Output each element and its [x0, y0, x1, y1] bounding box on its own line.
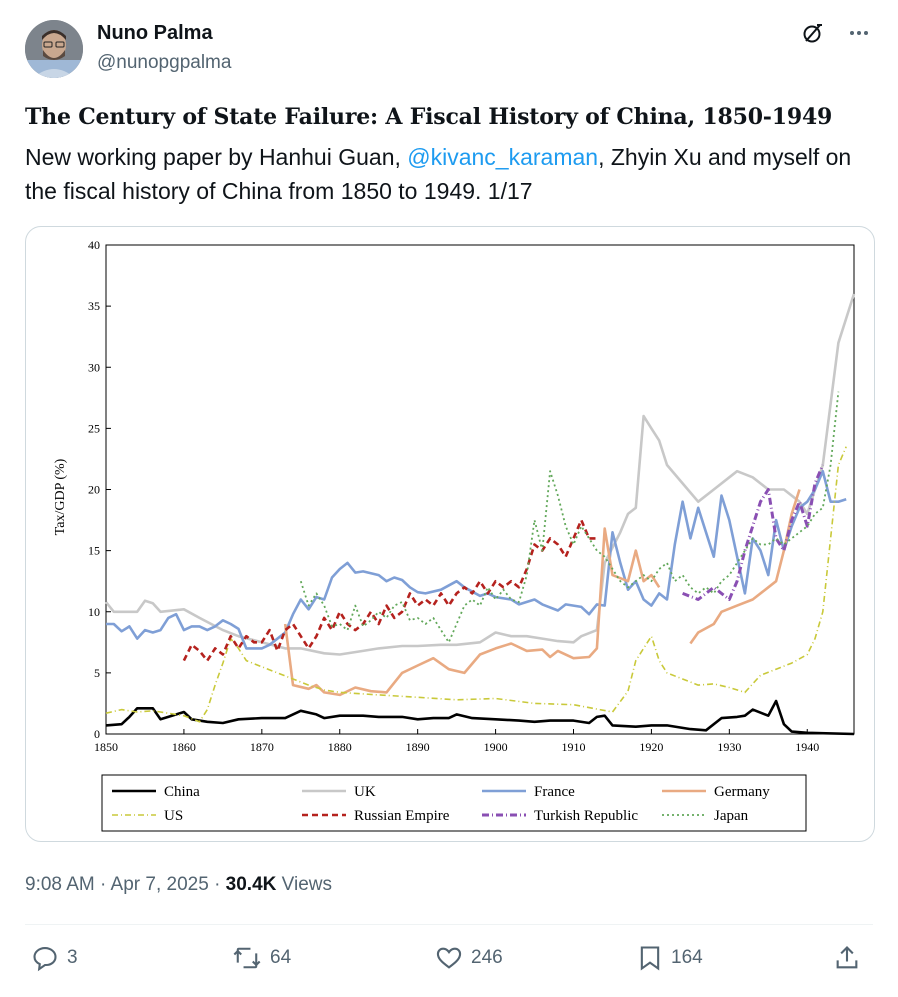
series-line-japan [299, 391, 840, 644]
author-name[interactable]: Nuno Palma [97, 22, 213, 44]
series-line-germany-late [689, 489, 801, 645]
series-line-turkish-republic [682, 464, 825, 601]
like-icon [436, 947, 462, 969]
author-handle[interactable]: @nunopgpalma [97, 52, 232, 73]
x-tick-label: 1930 [717, 740, 741, 754]
share-button[interactable] [833, 944, 861, 972]
plot-frame [105, 244, 855, 735]
series-line-china [105, 699, 855, 736]
tweet-body: New working paper by Hanhui Guan, @kivan… [25, 140, 875, 208]
legend-label: UK [354, 784, 376, 800]
views-label: Views [276, 874, 332, 895]
legend-label: US [164, 808, 183, 824]
action-bar: 3 64 246 164 [25, 944, 873, 980]
series-line-uk [104, 293, 856, 656]
y-tick-label: 0 [94, 727, 100, 741]
y-tick-label: 35 [88, 299, 100, 313]
reply-icon [33, 947, 57, 972]
x-tick-label: 1870 [250, 740, 274, 754]
x-tick-label: 1900 [484, 740, 508, 754]
mention-link[interactable]: @kivanc_karaman [407, 144, 599, 170]
tweet-body-start: New working paper by Hanhui Guan, [25, 144, 408, 170]
reply-count: 3 [67, 947, 78, 968]
x-tick-label: 1880 [328, 740, 352, 754]
series-line-germany [283, 527, 661, 697]
x-tick-label: 1940 [795, 740, 819, 754]
tweet-meta: 9:08 AM · Apr 7, 2025 · 30.4K Views [25, 874, 332, 896]
tax-gdp-chart: 0 5 10 15 20 25 30 35 40 1850 1860 1870 1880 1890 1900… [53, 238, 856, 832]
bookmark-button[interactable]: 164 [637, 944, 703, 972]
tweet-body-end: , Zhyin Xu and myself on the fiscal hist… [25, 144, 852, 204]
bookmark-icon [640, 946, 660, 971]
like-count: 246 [471, 947, 503, 968]
tweet-time[interactable]: 9:08 AM · Apr 7, 2025 · [25, 874, 226, 895]
chart-image[interactable]: 0 5 10 15 20 25 30 35 40 1850 1860 1870 1880 1890 1900… [25, 226, 875, 842]
y-tick-label: 25 [88, 421, 100, 435]
legend-label: France [534, 784, 575, 800]
x-tick-label: 1860 [172, 740, 196, 754]
bookmark-count: 164 [671, 947, 703, 968]
divider [25, 924, 873, 925]
legend-box [101, 774, 807, 832]
y-tick-label: 10 [88, 605, 100, 619]
series-line-us [105, 446, 847, 723]
avatar[interactable] [25, 20, 83, 78]
y-tick-label: 15 [88, 544, 100, 558]
share-icon [836, 946, 858, 969]
legend-label: Japan [714, 808, 749, 824]
series-line-russian-empire [182, 518, 597, 662]
y-tick-label: 40 [88, 238, 100, 252]
legend-label: Germany [714, 784, 770, 800]
x-tick-label: 1920 [639, 740, 663, 754]
repost-button[interactable]: 64 [232, 944, 291, 972]
reply-button[interactable]: 3 [31, 944, 78, 972]
x-tick-label: 1890 [406, 740, 430, 754]
x-tick-label: 1910 [562, 740, 586, 754]
y-tick-label: 30 [88, 360, 100, 374]
legend-label: Russian Empire [354, 808, 450, 824]
y-axis-label: Tax/GDP (%) [53, 458, 68, 535]
repost-icon [233, 947, 261, 969]
avatar-image [25, 20, 83, 78]
repost-count: 64 [270, 947, 292, 968]
tweet-title: The Century of State Failure: A Fiscal H… [25, 104, 833, 130]
grok-icon[interactable] [800, 20, 826, 46]
like-button[interactable]: 246 [435, 944, 503, 972]
legend-label: Turkish Republic [534, 808, 638, 824]
series-line-france [106, 469, 847, 650]
x-tick-label: 1850 [94, 740, 118, 754]
views-count: 30.4K [225, 874, 277, 895]
more-icon[interactable] [846, 20, 872, 46]
legend-label: China [164, 784, 200, 800]
y-tick-label: 20 [88, 483, 100, 497]
y-tick-label: 5 [94, 666, 100, 680]
